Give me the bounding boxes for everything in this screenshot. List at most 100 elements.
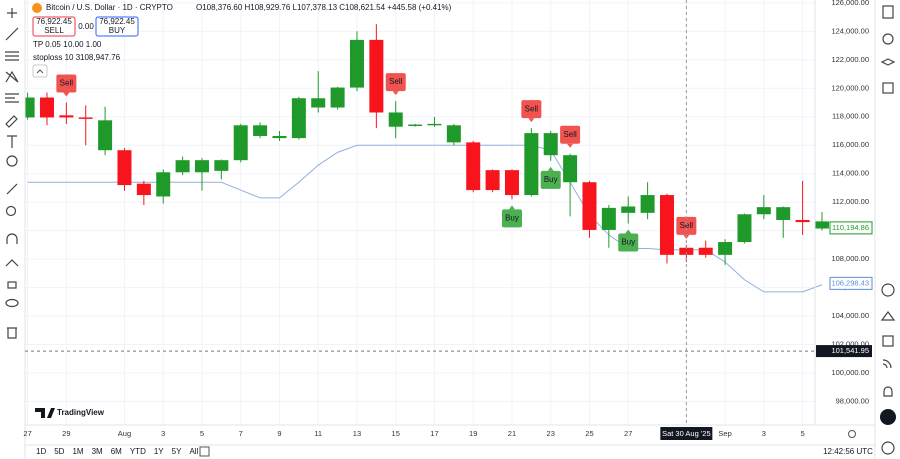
timeframe-button[interactable]: 1D <box>36 447 46 456</box>
candle-body <box>39 97 54 118</box>
x-tick-label: 27 <box>23 429 31 438</box>
candle-body <box>814 221 829 229</box>
y-tick-label: 118,000.00 <box>832 112 869 121</box>
candle-body <box>601 207 616 230</box>
signal-box <box>521 100 542 119</box>
lock-tool[interactable] <box>7 281 17 289</box>
candle-body <box>698 247 713 255</box>
x-tick-label: 25 <box>585 429 593 438</box>
buy-label: BUY <box>109 26 126 35</box>
timeframe-button[interactable]: All <box>189 447 198 456</box>
candle-body <box>388 112 403 127</box>
candle-body <box>175 160 190 173</box>
x-tick-label: 7 <box>239 429 243 438</box>
candle-body <box>679 247 694 255</box>
candle-body <box>543 133 558 156</box>
signal-box <box>501 209 522 228</box>
timeframe-button[interactable]: 6M <box>111 447 122 456</box>
y-tick-label: 102,000.00 <box>831 340 869 349</box>
signal-label: Sell <box>680 221 694 230</box>
signal-box <box>618 233 639 252</box>
ruler-tool[interactable] <box>6 183 18 195</box>
candle-body <box>369 39 384 113</box>
buy-button[interactable] <box>95 16 139 37</box>
apps-icon[interactable] <box>880 409 896 425</box>
tp-values: 0.00 1.00 <box>68 40 102 49</box>
y-tick-label: 108,000.00 <box>831 254 869 263</box>
brush-tool[interactable] <box>5 115 18 128</box>
last-price-label: 110,194.86 <box>832 223 869 232</box>
layers-icon[interactable] <box>880 58 896 66</box>
candle-body <box>524 133 539 196</box>
channel-tool[interactable] <box>5 51 19 61</box>
zoom-tool[interactable] <box>5 205 17 217</box>
candle-body <box>446 125 461 143</box>
last-price-box <box>829 221 873 235</box>
candle-body <box>233 125 248 161</box>
signal-box <box>560 125 581 144</box>
y-tick-label: 126,000.00 <box>831 0 869 7</box>
x-tick-label: 23 <box>547 429 555 438</box>
timeframe-button[interactable]: 5D <box>54 447 64 456</box>
signal-label: Sell <box>525 104 539 113</box>
candle-body <box>621 206 636 213</box>
signal-label: Sell <box>563 130 577 139</box>
candle-body <box>563 155 578 183</box>
signal-box <box>676 216 697 235</box>
y-tick-label: 98,000.00 <box>836 396 869 405</box>
x-tick-label: 3 <box>762 429 766 438</box>
buy-price: 76,922.45 <box>99 17 135 26</box>
candle-body <box>776 207 791 220</box>
y-tick-label: 116,000.00 <box>832 140 869 149</box>
calendar-icon[interactable] <box>882 335 894 347</box>
x-tick-label: 27 <box>624 429 632 438</box>
watchlist-icon[interactable] <box>882 5 894 19</box>
text-tool[interactable] <box>7 135 17 148</box>
candle-body <box>311 98 326 108</box>
visibility-tool[interactable] <box>5 298 19 308</box>
crosshair-tool[interactable] <box>7 8 17 18</box>
sell-button[interactable] <box>32 16 76 37</box>
draw-mode-tool[interactable] <box>5 259 19 267</box>
news-icon[interactable] <box>882 82 894 94</box>
ideas-icon[interactable] <box>880 311 896 321</box>
spread: 0.00 <box>78 22 94 31</box>
candle-body <box>349 39 364 88</box>
candle-body <box>194 160 209 173</box>
collapse-arrow <box>36 69 44 74</box>
y-tick-label: 114,000.00 <box>832 169 869 178</box>
fib-tool[interactable] <box>5 93 19 103</box>
x-tick-label: 21 <box>508 429 516 438</box>
y-tick-label: 122,000.00 <box>831 55 869 64</box>
sell-price: 76,922.45 <box>36 17 72 26</box>
pattern-tool[interactable] <box>5 70 19 83</box>
timeframe-button[interactable]: 5Y <box>172 447 182 456</box>
notifications-icon[interactable] <box>883 386 893 397</box>
crosshair-price-label: 101,541.95 <box>831 346 869 355</box>
stoploss-indicator: stoploss 10 3 <box>33 53 81 62</box>
x-tick-label: Aug <box>118 429 131 438</box>
stoploss-price-label: 106,298.43 <box>831 278 869 287</box>
timeframe-button[interactable]: 1M <box>72 447 83 456</box>
target-icon[interactable] <box>881 283 895 297</box>
y-tick-label: 124,000.00 <box>831 26 869 35</box>
alerts-icon[interactable] <box>882 33 894 45</box>
emoji-tool[interactable] <box>6 155 18 167</box>
signal-pointer <box>547 166 554 171</box>
date-range-icon[interactable] <box>199 446 210 457</box>
timeframe-button[interactable]: 3M <box>92 447 103 456</box>
logo: TradingView <box>35 408 105 418</box>
timeframe-button[interactable]: 1Y <box>154 447 164 456</box>
collapse-button[interactable] <box>32 64 48 78</box>
help-icon[interactable] <box>881 441 895 455</box>
x-tick-label: 11 <box>314 429 322 438</box>
stream-icon[interactable] <box>882 359 892 369</box>
trash-tool[interactable] <box>7 327 17 339</box>
settings-icon[interactable] <box>848 430 856 438</box>
candle-body <box>59 115 74 118</box>
candle-body <box>330 87 345 108</box>
line-tool[interactable] <box>5 27 19 41</box>
timeframe-button[interactable]: YTD <box>130 447 146 456</box>
magnet-tool[interactable] <box>6 233 18 244</box>
